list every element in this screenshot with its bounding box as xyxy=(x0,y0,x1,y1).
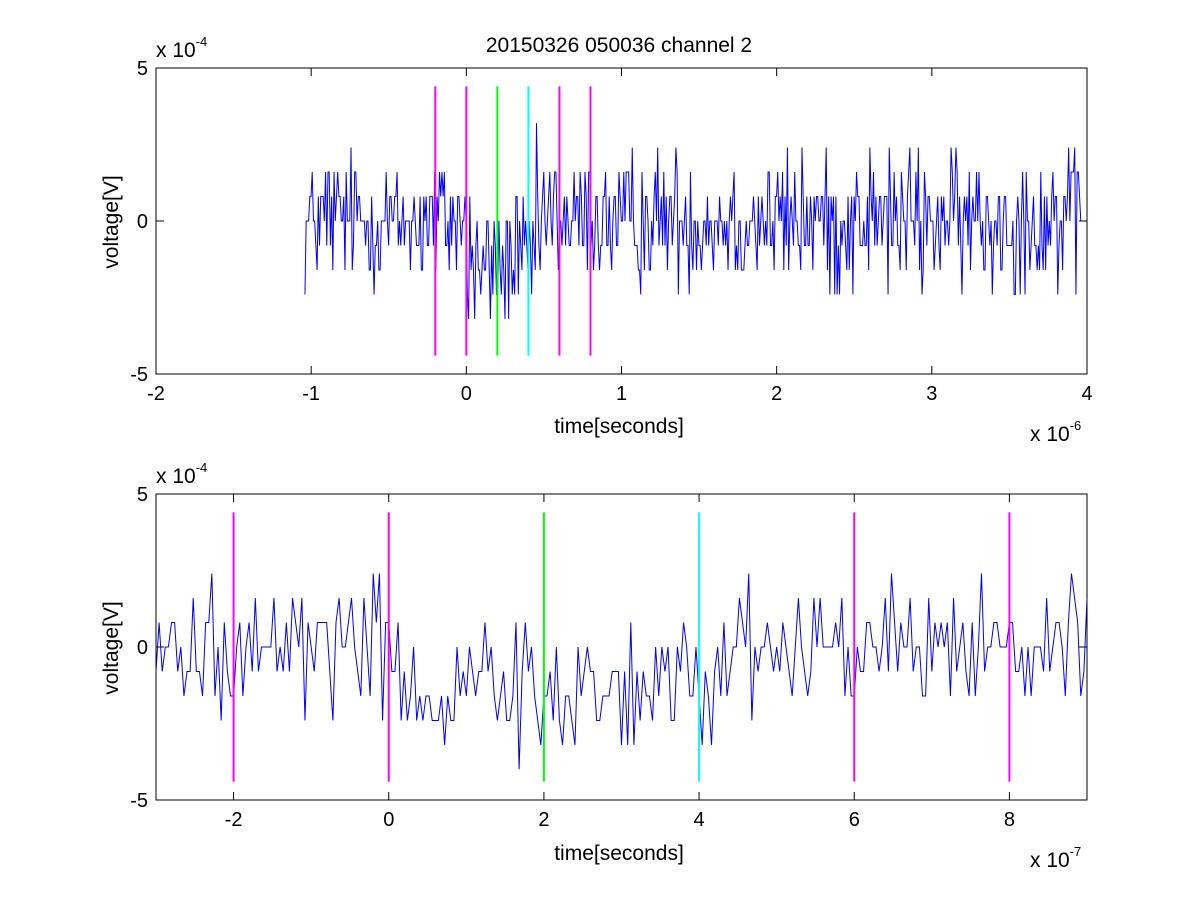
top-x-tick-label: 4 xyxy=(1081,383,1092,405)
top-y-tick-label: 0 xyxy=(137,211,148,233)
bottom-axes-box xyxy=(155,493,1088,801)
top-signal-series xyxy=(304,123,1082,319)
bottom-y-tick-label: -5 xyxy=(130,790,148,812)
bottom-x-axis-label: time[seconds] xyxy=(554,842,684,865)
top-y-tick-label: -5 xyxy=(130,364,148,386)
bottom-plot: -2 0 2 4 6 8 -5 0 5 xyxy=(130,484,1088,831)
top-x-axis-label: time[seconds] xyxy=(554,415,684,438)
bottom-x-tick-label: 2 xyxy=(538,809,549,831)
bottom-x-tick-label: 6 xyxy=(849,809,860,831)
top-y-multiplier: x 10-4 xyxy=(156,34,207,62)
top-x-tick-label: 3 xyxy=(926,383,937,405)
bottom-x-tick-label: -2 xyxy=(225,809,243,831)
chart-title: 20150326 050036 channel 2 xyxy=(486,34,752,57)
top-x-multiplier: x 10-6 xyxy=(1030,418,1081,446)
top-y-tick-label: 5 xyxy=(137,58,148,80)
bottom-signal-series xyxy=(155,573,1088,770)
top-x-tick-label: 2 xyxy=(771,383,782,405)
bottom-y-multiplier: x 10-4 xyxy=(156,460,207,488)
bottom-x-multiplier: x 10-7 xyxy=(1030,844,1081,872)
top-x-tick-label: -1 xyxy=(302,383,320,405)
top-plot: -2 -1 0 1 2 3 4 -5 0 5 xyxy=(130,58,1092,405)
top-x-tick-label: 1 xyxy=(616,383,627,405)
bottom-y-tick-label: 5 xyxy=(137,484,148,506)
bottom-x-tick-label: 8 xyxy=(1004,809,1015,831)
bottom-x-tick-label: 0 xyxy=(383,809,394,831)
top-x-tick-label: -2 xyxy=(147,383,165,405)
top-x-tick-label: 0 xyxy=(461,383,472,405)
top-y-axis-label: voltage[V] xyxy=(100,175,123,268)
bottom-y-axis-label: voltage[V] xyxy=(100,601,123,694)
bottom-x-tick-label: 4 xyxy=(694,809,705,831)
bottom-y-tick-label: 0 xyxy=(137,637,148,659)
